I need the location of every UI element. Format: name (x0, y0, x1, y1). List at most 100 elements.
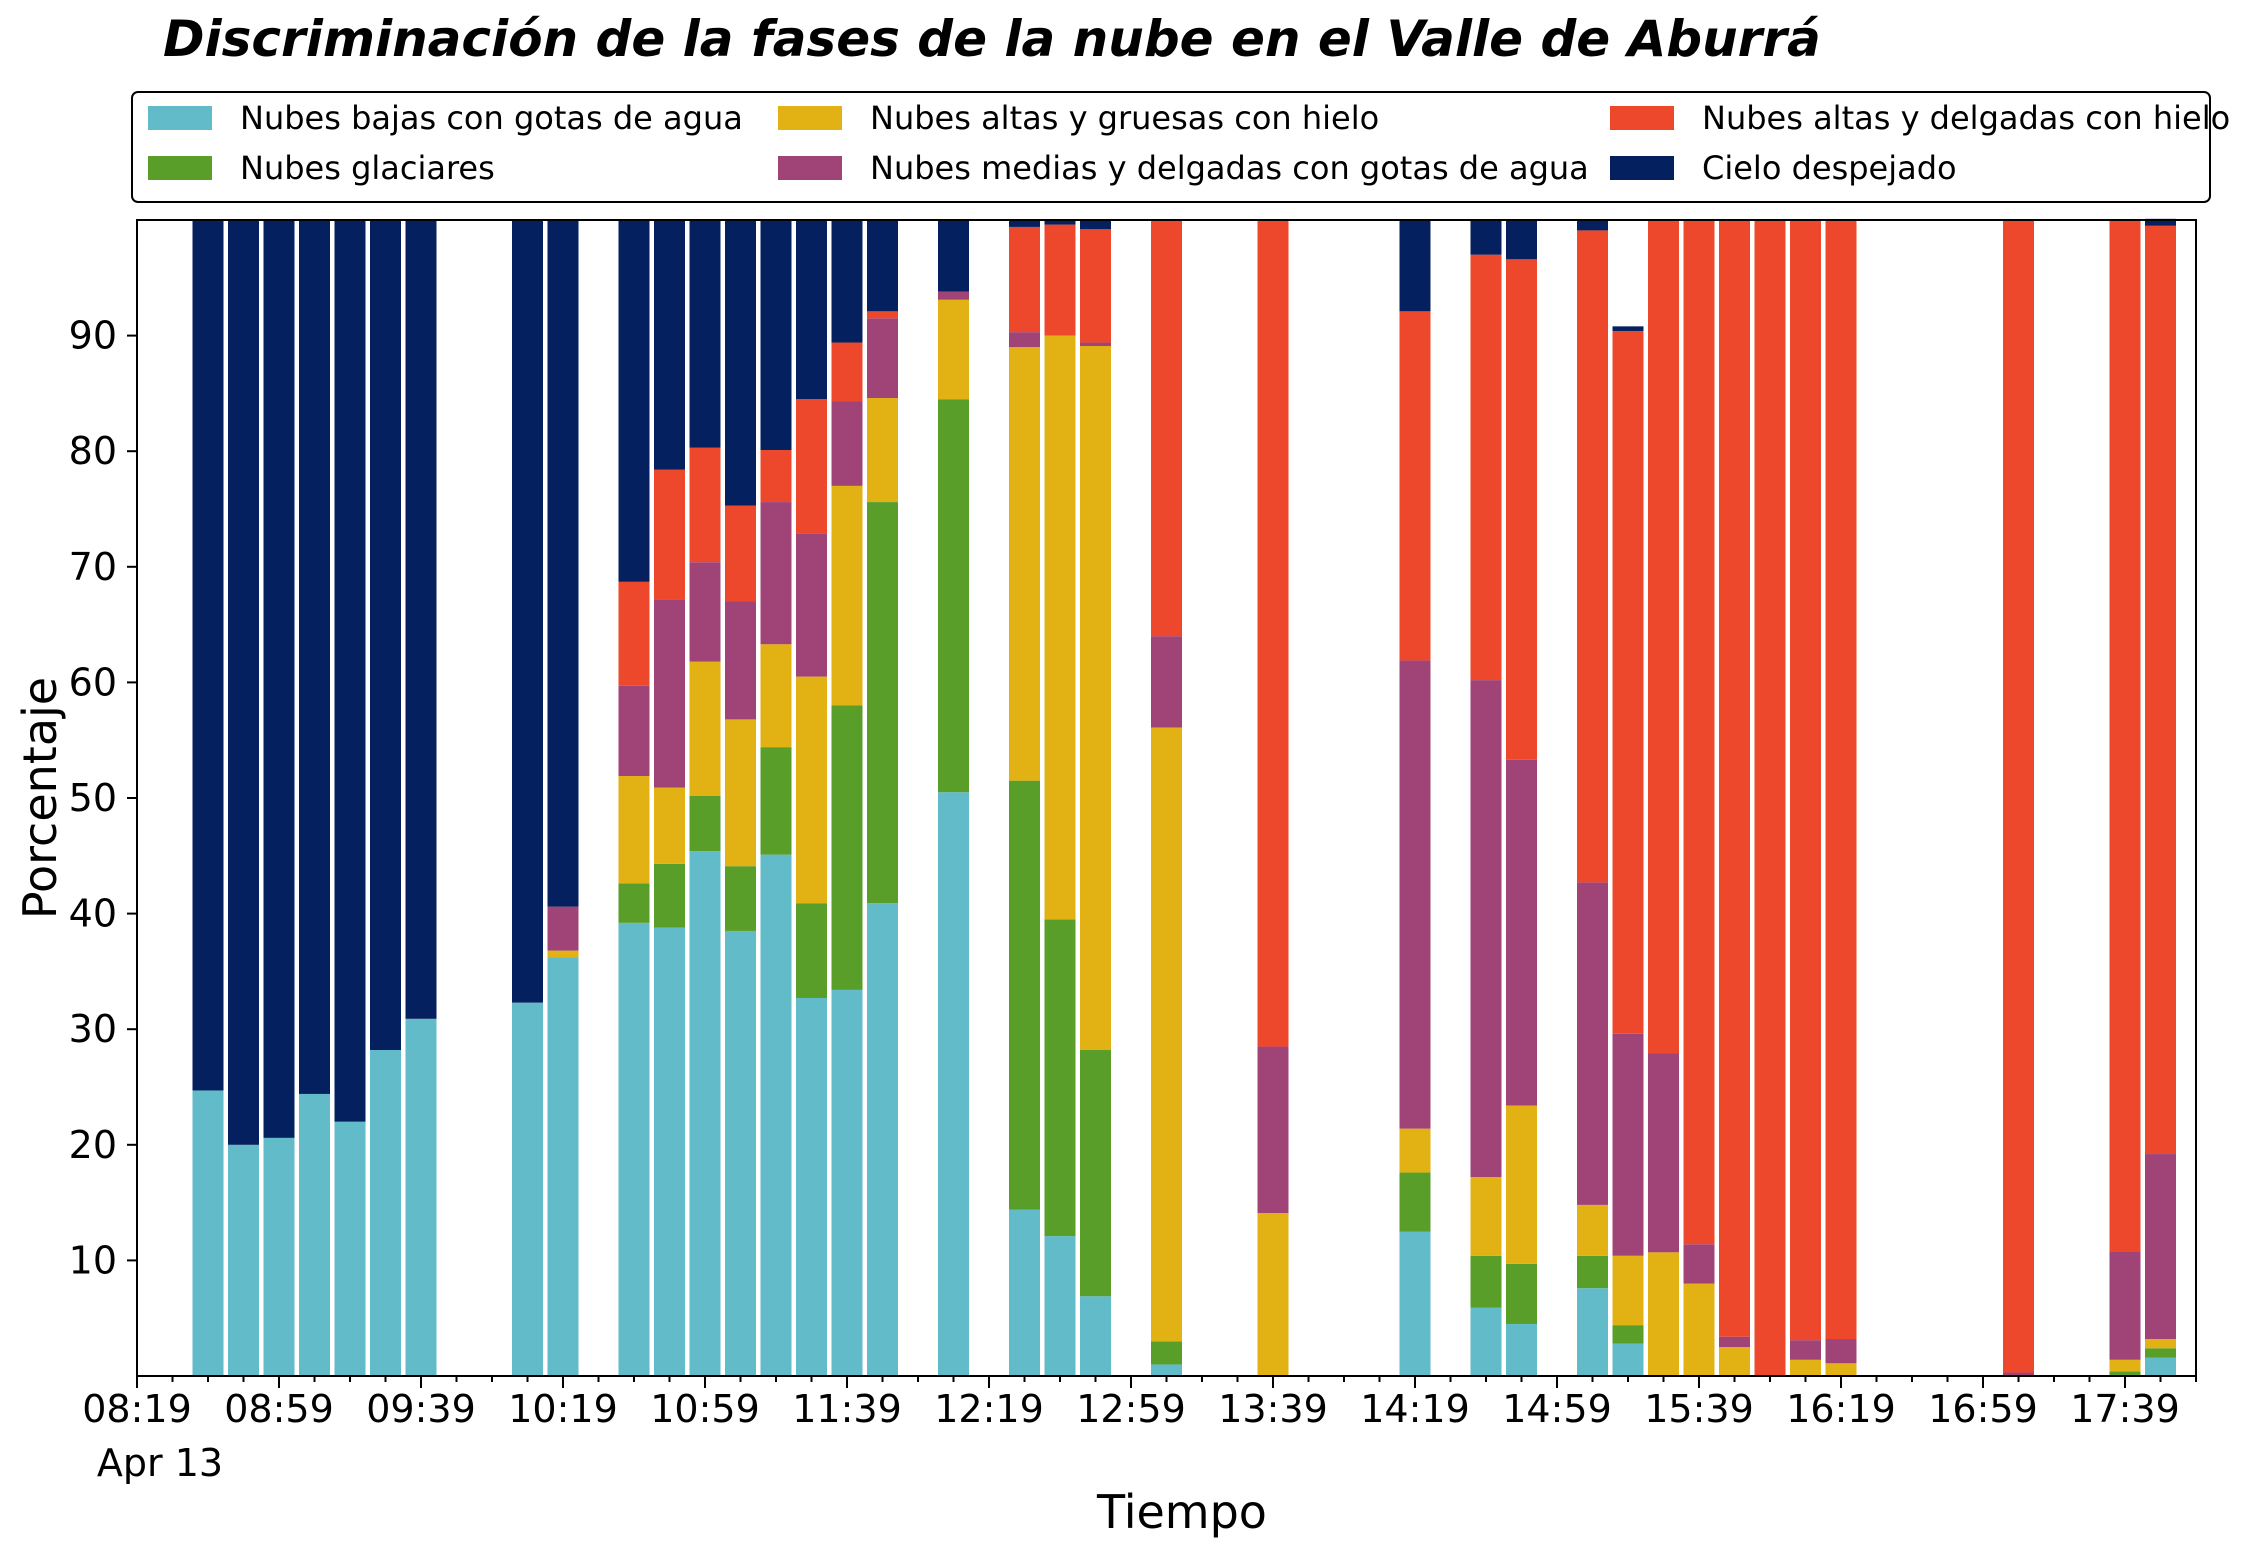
bar-segment (1044, 1236, 1076, 1376)
bar-segment (1044, 919, 1076, 1237)
bar-segment (1151, 220, 1182, 637)
y-tick-label: 10 (69, 1238, 117, 1282)
bar-segment (1719, 1347, 1750, 1376)
bar-segment (1506, 220, 1537, 260)
bar-segment (547, 950, 579, 958)
bar-segment (334, 1121, 366, 1376)
bar-segment (831, 220, 863, 343)
bar-segment (689, 661, 721, 796)
bar-segment (1648, 1053, 1679, 1253)
bar-segment (1577, 1288, 1608, 1376)
bar-segment (725, 505, 756, 602)
bar-segment (1683, 1283, 1715, 1376)
y-axis: 10 20 30 40 50 60 70 80 90 (69, 314, 137, 1282)
bar-segment (1080, 1050, 1111, 1297)
bar-segment (1825, 1363, 1857, 1376)
bar-segment (760, 220, 792, 451)
bar-segment (1044, 220, 1076, 225)
bar-segment (618, 685, 650, 777)
bar-segment (725, 866, 756, 931)
bar-segment (831, 342, 863, 402)
bar-segment (512, 220, 543, 1003)
legend: Nubes bajas con gotas de agua Nubes glaci… (131, 91, 2230, 203)
legend-label: Nubes bajas con gotas de agua (240, 99, 743, 137)
bar-segment (2109, 220, 2141, 1252)
bar-segment (1399, 660, 1431, 1129)
bar-segment (405, 1018, 437, 1376)
bar-segment (725, 930, 756, 1376)
bar-segment (1577, 220, 1608, 231)
bar-segment (1080, 342, 1111, 347)
bar-segment (1257, 220, 1289, 1047)
bar-segment (1577, 1204, 1608, 1256)
bar-segment (2003, 220, 2034, 1373)
bar-segment (867, 311, 898, 319)
bar-segment (938, 399, 969, 793)
bar-segment (1470, 1177, 1502, 1256)
bar-segment (299, 1093, 330, 1376)
y-tick-label: 40 (69, 892, 117, 936)
y-tick-label: 20 (69, 1123, 117, 1167)
bars (192, 218, 2176, 1376)
bar-segment (1080, 220, 1111, 230)
bar-segment (1577, 882, 1608, 1205)
bar-segment (2145, 218, 2176, 226)
x-tick-label: 10:59 (650, 1387, 760, 1431)
legend-swatch (148, 156, 212, 180)
x-tick-label: 16:59 (1928, 1387, 2038, 1431)
bar-segment (1044, 224, 1076, 336)
bar-segment (1009, 332, 1040, 348)
bar-segment (1399, 1172, 1431, 1232)
legend-swatch (1610, 156, 1674, 180)
bar-segment (1009, 347, 1040, 781)
bar-segment (1790, 1359, 1821, 1376)
bar-segment (192, 1090, 224, 1376)
bar-segment (618, 883, 650, 923)
bar-segment (1399, 1128, 1431, 1173)
bar-segment (1080, 1296, 1111, 1376)
legend-label: Nubes glaciares (240, 149, 495, 187)
y-tick-label: 90 (69, 314, 117, 358)
bar-segment (654, 469, 685, 600)
bar-segment (938, 792, 969, 1376)
y-tick-label: 70 (69, 545, 117, 589)
bar-segment (760, 502, 792, 645)
bar-segment (334, 220, 366, 1122)
bar-segment (2145, 1339, 2176, 1349)
bar-segment (796, 676, 827, 904)
bar-segment (1257, 1213, 1289, 1376)
bar-segment (1612, 1325, 1644, 1344)
legend-label: Cielo despejado (1702, 149, 1957, 187)
bar-segment (760, 450, 792, 503)
bar-segment (1506, 1105, 1537, 1264)
bar-segment (689, 220, 721, 448)
bar-segment (1825, 220, 1857, 1340)
bar-segment (2145, 1348, 2176, 1358)
chart-title: Discriminación de la fases de la nube en… (163, 10, 1821, 68)
bar-segment (867, 502, 898, 904)
bar-segment (1612, 1033, 1644, 1256)
bar-segment (1044, 335, 1076, 920)
bar-segment (1399, 311, 1431, 661)
bar-segment (1825, 1339, 1857, 1364)
bar-segment (654, 927, 685, 1376)
bar-segment (1080, 229, 1111, 343)
x-axis: 08:19 08:59 09:39 10:19 10:59 11:39 12:19 12:59… (82, 1376, 2197, 1431)
bar-segment (618, 922, 650, 1376)
bar-segment (831, 989, 863, 1376)
bar-segment (228, 220, 259, 1145)
bar-segment (654, 787, 685, 864)
bar-segment (796, 220, 827, 400)
y-tick-label: 50 (69, 776, 117, 820)
bar-segment (1790, 220, 1821, 1341)
legend-swatch (778, 106, 842, 130)
bar-segment (1754, 220, 1786, 1376)
bar-segment (1399, 220, 1431, 312)
x-tick-label: 14:19 (1360, 1387, 1470, 1431)
legend-swatch (148, 106, 212, 130)
bar-segment (1151, 1364, 1182, 1376)
bar-segment (228, 1144, 259, 1376)
bar-segment (547, 220, 579, 907)
y-axis-label: Porcentaje (13, 677, 67, 919)
